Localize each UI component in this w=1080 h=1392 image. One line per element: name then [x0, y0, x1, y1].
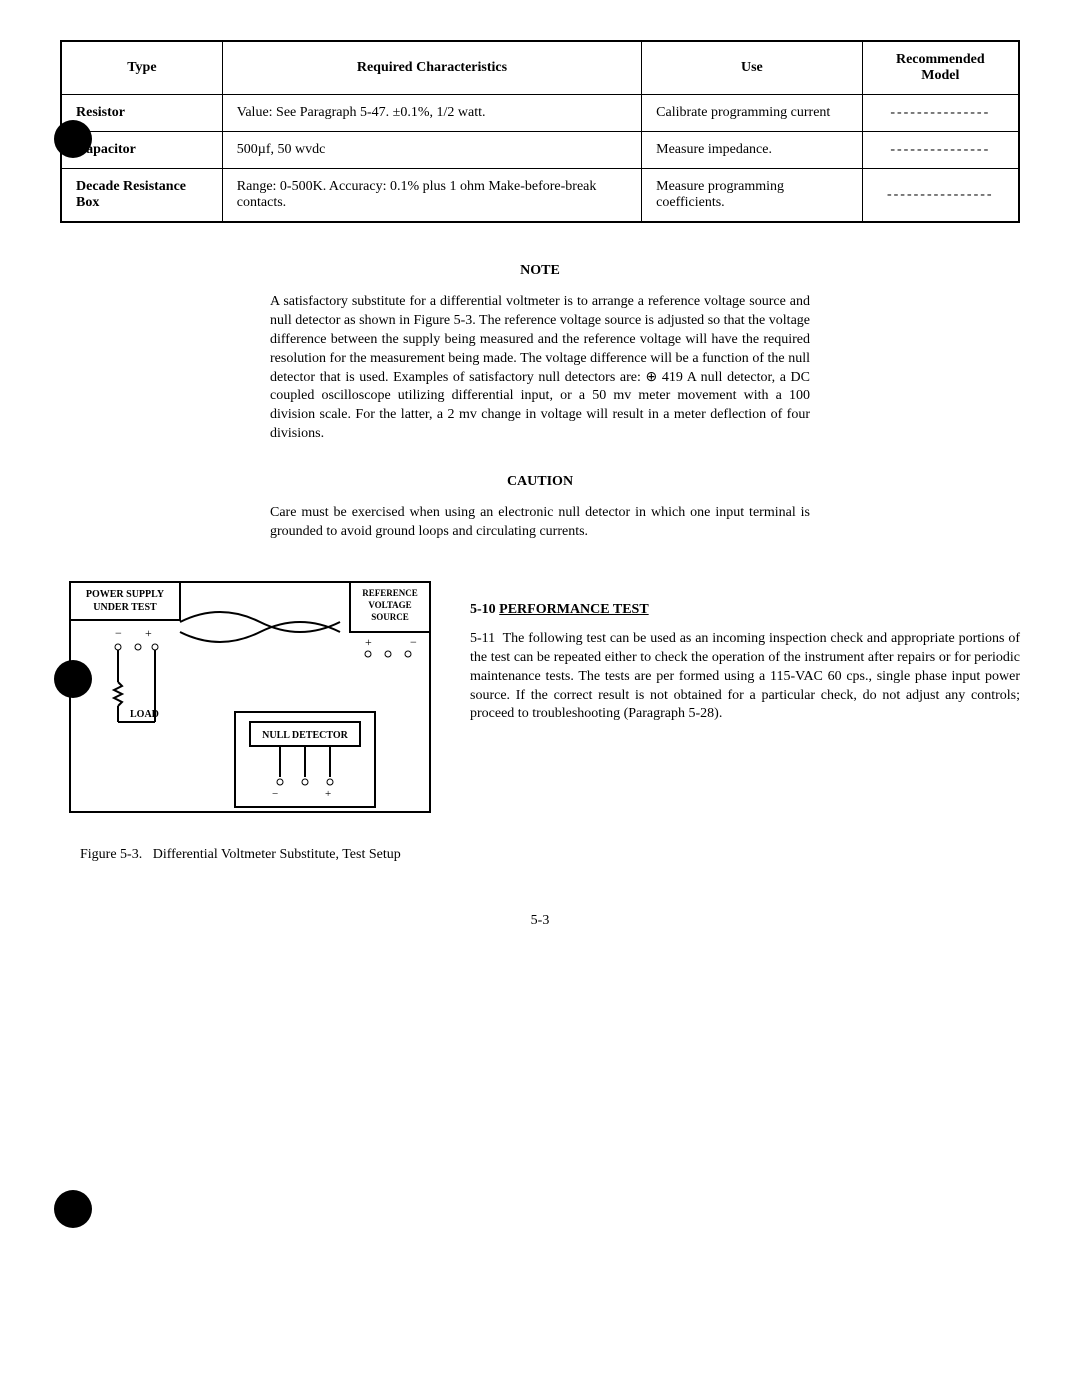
label-reference: REFERENCE [362, 588, 418, 598]
col-rec: Recommended Model [862, 41, 1019, 95]
section-para: 5-11 The following test can be used as a… [470, 630, 1020, 724]
caution-title: CAUTION [270, 474, 810, 490]
note-title: NOTE [270, 263, 810, 279]
svg-text:+: + [325, 788, 331, 800]
table-row: Resistor Value: See Paragraph 5-47. ±0.1… [61, 95, 1019, 132]
table-row: Capacitor 500µf, 50 wvdc Measure impedan… [61, 132, 1019, 169]
cell-rec: --------------- [862, 132, 1019, 169]
table-header-row: Type Required Characteristics Use Recomm… [61, 41, 1019, 95]
cell-use: Measure programming coefficients. [642, 169, 862, 223]
label-null-detector: NULL DETECTOR [262, 730, 348, 741]
figure-number: Figure 5-3. [80, 847, 142, 862]
cell-rec: ---------------- [862, 169, 1019, 223]
col-req: Required Characteristics [222, 41, 641, 95]
caution-block: CAUTION Care must be exercised when usin… [270, 474, 810, 542]
cell-req: Value: See Paragraph 5-47. ±0.1%, 1/2 wa… [222, 95, 641, 132]
svg-text:SOURCE: SOURCE [371, 612, 409, 622]
svg-text:+: + [365, 635, 372, 649]
section-number: 5-10 [470, 602, 496, 617]
note-body: A satisfactory substitute for a differen… [270, 293, 810, 444]
figure-title: Differential Voltmeter Substitute, Test … [153, 847, 401, 862]
svg-text:VOLTAGE: VOLTAGE [368, 600, 411, 610]
svg-text:+: + [145, 626, 152, 640]
label-power-supply: POWER SUPPLY [86, 589, 165, 600]
cell-use: Calibrate programming current [642, 95, 862, 132]
margin-dot [54, 1190, 92, 1228]
spec-table: Type Required Characteristics Use Recomm… [60, 40, 1020, 223]
cell-use: Measure impedance. [642, 132, 862, 169]
label-load: LOAD [130, 709, 159, 720]
svg-text:−: − [115, 626, 122, 640]
col-use: Use [642, 41, 862, 95]
figure-5-3: POWER SUPPLY UNDER TEST REFERENCE VOLTAG… [60, 572, 440, 832]
svg-text:UNDER TEST: UNDER TEST [93, 602, 157, 613]
note-block: NOTE A satisfactory substitute for a dif… [270, 263, 810, 444]
para-number: 5-11 [470, 631, 495, 646]
cell-req: Range: 0-500K. Accuracy: 0.1% plus 1 ohm… [222, 169, 641, 223]
figure-wrap: POWER SUPPLY UNDER TEST REFERENCE VOLTAG… [60, 572, 440, 863]
page-number: 5-3 [60, 913, 1020, 929]
performance-test-section: 5-10 PERFORMANCE TEST 5-11 The following… [470, 572, 1020, 863]
margin-dot [54, 660, 92, 698]
margin-dot [54, 120, 92, 158]
cell-req: 500µf, 50 wvdc [222, 132, 641, 169]
col-type: Type [61, 41, 222, 95]
cell-rec: --------------- [862, 95, 1019, 132]
cell-type: Decade Resistance Box [61, 169, 222, 223]
bottom-row: POWER SUPPLY UNDER TEST REFERENCE VOLTAG… [60, 572, 1020, 863]
section-heading: 5-10 PERFORMANCE TEST [470, 602, 1020, 618]
svg-text:−: − [272, 788, 278, 800]
svg-text:−: − [410, 635, 417, 649]
table-row: Decade Resistance Box Range: 0-500K. Acc… [61, 169, 1019, 223]
section-title: PERFORMANCE TEST [499, 602, 648, 617]
para-text: The following test can be used as an inc… [470, 631, 1020, 722]
figure-caption: Figure 5-3. Differential Voltmeter Subst… [60, 847, 440, 863]
caution-body: Care must be exercised when using an ele… [270, 504, 810, 542]
